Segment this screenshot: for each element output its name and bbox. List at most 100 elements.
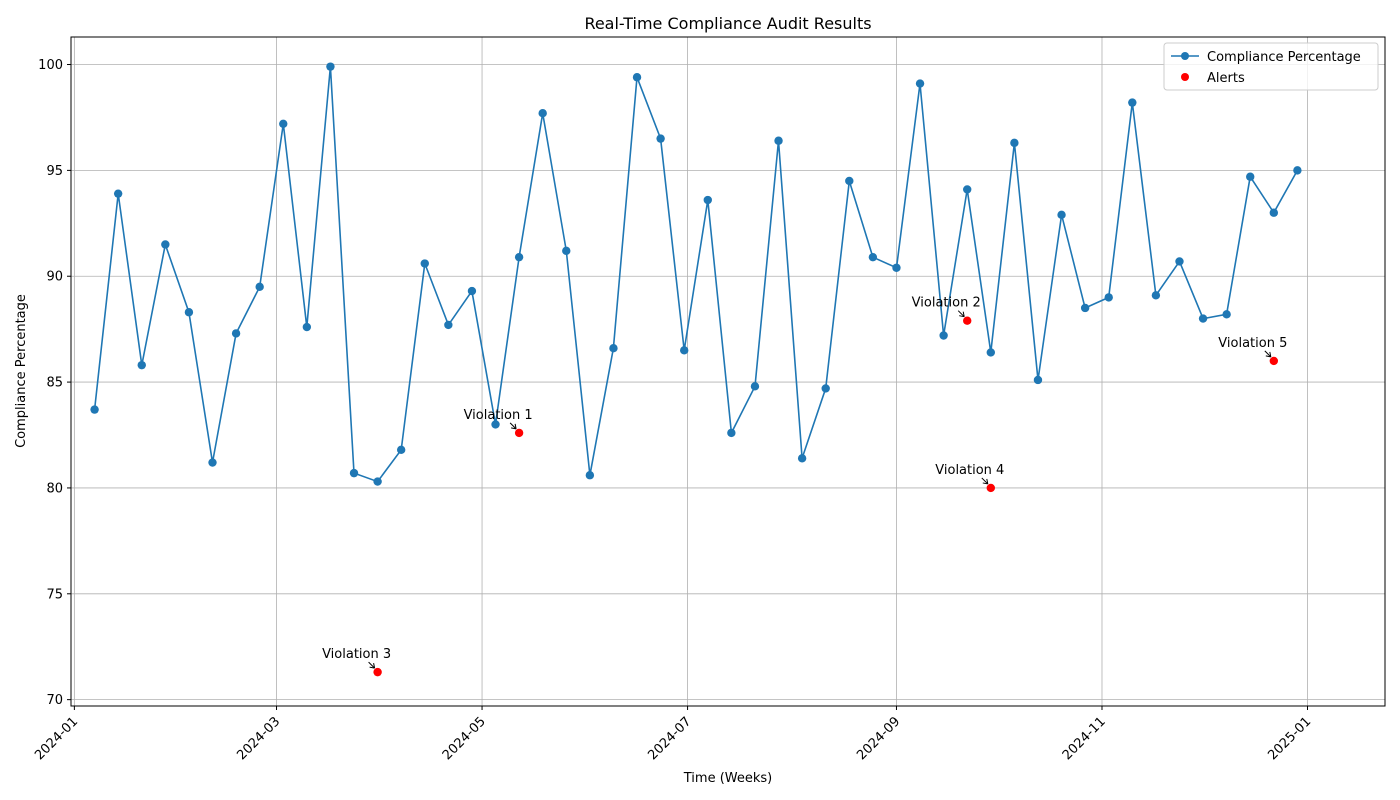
compliance-point <box>1246 172 1255 181</box>
y-tick-label: 75 <box>46 587 63 602</box>
violation-arrow <box>368 661 375 669</box>
compliance-point <box>774 136 783 145</box>
compliance-point <box>632 73 642 82</box>
compliance-point <box>491 420 500 429</box>
violation-arrowhead <box>1265 351 1272 358</box>
x-axis-label: Time (Weeks) <box>683 771 772 786</box>
compliance-point <box>420 259 429 268</box>
violation-label: Violation 4 <box>935 463 1004 478</box>
x-tick-label: 2024-03 <box>234 714 283 763</box>
compliance-point <box>609 344 618 353</box>
compliance-point <box>1151 291 1161 300</box>
compliance-point <box>349 468 359 478</box>
alerts-series <box>373 316 1279 677</box>
grid-lines <box>71 37 1385 706</box>
compliance-point <box>892 263 901 272</box>
compliance-point <box>1010 138 1019 148</box>
compliance-point <box>184 308 194 317</box>
legend-box <box>1163 42 1379 91</box>
violation-label: Violation 2 <box>912 296 981 311</box>
y-tick-label: 80 <box>46 481 63 496</box>
plot-frame <box>70 36 1386 707</box>
alert-point <box>1269 356 1279 366</box>
violation-arrow <box>509 422 517 430</box>
x-tick-label: 2024-07 <box>645 714 694 763</box>
alert-point <box>373 667 382 677</box>
compliance-point <box>797 454 807 463</box>
compliance-point <box>727 428 736 438</box>
compliance-point <box>939 331 948 340</box>
violation-arrow <box>981 477 989 485</box>
alert-point <box>963 316 972 325</box>
compliance-point <box>680 346 689 355</box>
violation-arrowhead <box>959 311 965 318</box>
legend-label-alerts: Alerts <box>1207 71 1245 86</box>
violation-label: Violation 1 <box>464 408 533 423</box>
compliance-point <box>231 329 241 338</box>
violation-label: Violation 5 <box>1218 336 1287 351</box>
y-tick-label: 100 <box>38 58 63 73</box>
compliance-point <box>444 320 453 330</box>
annotations: Violation 1 Violation 2 Violation 3 Violati… <box>322 296 1287 669</box>
compliance-point <box>845 176 854 186</box>
legend-line-marker <box>1181 52 1189 60</box>
compliance-point <box>562 246 571 256</box>
compliance-point <box>1269 208 1279 217</box>
chart-title: Real-Time Compliance Audit Results <box>584 14 871 33</box>
compliance-point <box>1222 310 1231 319</box>
compliance-point <box>279 119 288 129</box>
compliance-point <box>821 384 830 393</box>
violation-arrowhead <box>369 663 376 669</box>
x-tick-label: 2024-11 <box>1060 714 1109 763</box>
compliance-point <box>302 322 312 332</box>
compliance-point <box>1033 375 1043 385</box>
x-tick-label: 2025-01 <box>1265 714 1314 763</box>
compliance-point <box>255 282 264 292</box>
legend: Compliance Percentage Alerts <box>1163 42 1379 91</box>
y-axis-ticks: 70 75 80 85 90 95 100 <box>38 58 71 708</box>
compliance-point <box>1080 303 1090 313</box>
x-tick-label: 2024-01 <box>32 714 81 763</box>
compliance-point <box>585 471 595 480</box>
compliance-point <box>1198 314 1208 323</box>
compliance-point <box>868 252 878 262</box>
compliance-point <box>514 252 524 262</box>
y-axis-label: Compliance Percentage <box>14 294 29 448</box>
violation-arrow <box>957 310 965 318</box>
compliance-point <box>750 382 760 391</box>
x-axis-ticks: 2024-01 2024-03 2024-05 2024-07 2024-09 2024-… <box>32 706 1314 763</box>
compliance-point <box>396 445 406 455</box>
compliance-point <box>915 79 925 88</box>
compliance-point <box>1175 257 1184 266</box>
compliance-point <box>326 62 335 71</box>
compliance-point <box>986 348 995 357</box>
y-tick-label: 70 <box>46 693 63 708</box>
y-tick-label: 90 <box>46 270 63 285</box>
violation-arrowhead <box>982 478 989 485</box>
compliance-point <box>137 360 146 370</box>
x-tick-label: 2024-09 <box>854 714 903 763</box>
x-tick-label: 2024-05 <box>440 714 489 763</box>
compliance-point <box>656 134 665 143</box>
compliance-point <box>208 458 217 467</box>
alert-point <box>514 428 524 438</box>
compliance-point <box>161 240 170 249</box>
compliance-point <box>1057 210 1066 220</box>
compliance-point <box>373 477 382 486</box>
legend-alert-marker <box>1181 73 1189 81</box>
compliance-line-series <box>90 62 1302 486</box>
compliance-point <box>1293 166 1302 175</box>
compliance-point <box>90 405 99 414</box>
violation-label: Violation 3 <box>322 647 391 662</box>
compliance-point <box>963 185 972 194</box>
violation-arrow <box>1264 350 1272 358</box>
y-tick-label: 95 <box>46 164 63 179</box>
legend-label-compliance: Compliance Percentage <box>1207 50 1361 65</box>
y-tick-label: 85 <box>46 376 63 391</box>
compliance-point <box>113 189 123 198</box>
compliance-point <box>1128 98 1137 107</box>
violation-arrowhead <box>511 423 517 430</box>
compliance-point <box>538 109 547 118</box>
compliance-point <box>1104 293 1113 302</box>
